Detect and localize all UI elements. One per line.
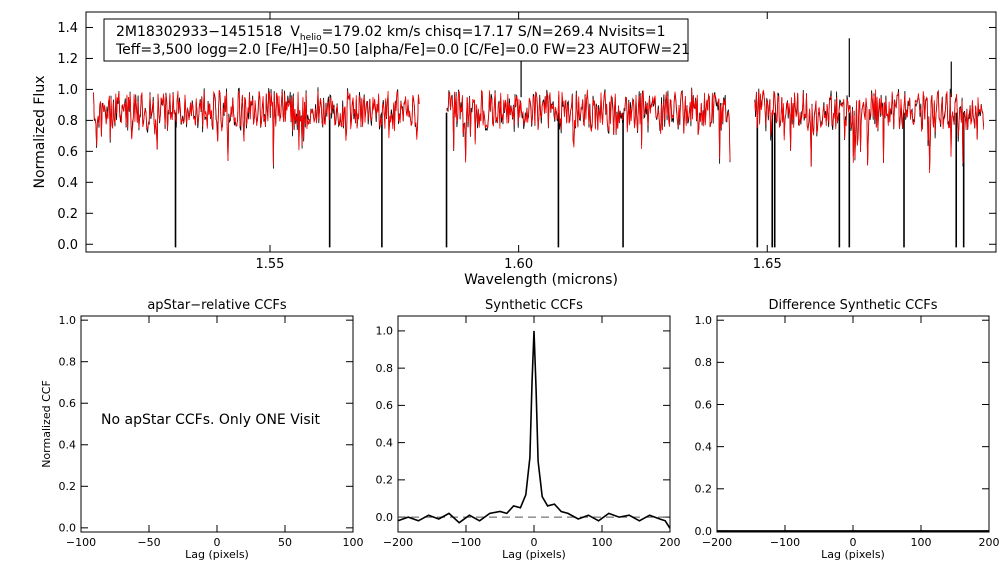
difference-plot-frame — [716, 315, 990, 533]
synthetic-x-tick-label: 0 — [531, 536, 538, 549]
ccf-series-line — [397, 330, 671, 529]
spectrum-y-tick-label: 1.2 — [57, 52, 78, 67]
synthetic-title: Synthetic CCFs — [485, 298, 583, 313]
spectrum-y-tick-label: 0.4 — [57, 176, 78, 191]
synthetic-y-tick-label: 0.4 — [376, 436, 394, 449]
difference-x-label: Lag (pixels) — [821, 548, 885, 561]
difference-x-tick-label: 100 — [911, 536, 932, 549]
difference-y-tick-label: 0.4 — [695, 441, 713, 454]
observed-chip-3 — [754, 88, 984, 170]
difference-title: Difference Synthetic CCFs — [768, 298, 937, 313]
apstar-x-tick-label: 0 — [214, 536, 221, 549]
difference-x-tick-label: 200 — [979, 536, 1000, 549]
spectrum-plot-frame — [85, 11, 997, 253]
apstar-y-tick-label: 1.0 — [59, 314, 77, 327]
spectrum-x-tick-label: 1.55 — [256, 257, 285, 272]
synthetic-y-tick-label: 0.6 — [376, 399, 394, 412]
synthetic-x-label: Lag (pixels) — [502, 548, 566, 561]
apstar-x-tick-label: −100 — [66, 536, 96, 549]
synthetic-y-tick-label: 0.2 — [376, 474, 394, 487]
apstar-y-tick-label: 0.4 — [59, 439, 77, 452]
apstar-x-label: Lag (pixels) — [185, 548, 249, 561]
apstar-title: apStar−relative CCFs — [147, 298, 287, 313]
spectrum-axes: 1.55 1.60 1.65 0.0 0.2 0.4 0.6 0.8 1.0 1.2 1.4 — [57, 12, 996, 272]
spectrum-x-tick-label: 1.60 — [504, 257, 533, 272]
difference-ccf-panel: −200 −100 0 100 200 0.0 0.2 0.4 0.6 0.8 1.0 Differ… — [695, 298, 1000, 561]
spectrum-y-tick-label: 1.0 — [57, 83, 78, 98]
model-spectrum — [93, 89, 984, 174]
info-v-label: V — [290, 24, 300, 40]
difference-axes: −200 −100 0 100 200 0.0 0.2 0.4 0.6 0.8 1.0 — [695, 314, 1000, 549]
spectrum-y-tick-label: 0.0 — [57, 238, 78, 253]
info-box — [103, 18, 689, 62]
info-rest: =179.02 km/s chisq=17.17 S/N=269.4 Nvisi… — [322, 24, 666, 40]
difference-y-tick-label: 0.2 — [695, 483, 713, 496]
model-chip-1 — [93, 90, 420, 166]
apstar-y-label: Normalized CCF — [40, 380, 53, 468]
apstar-x-tick-label: −50 — [137, 536, 160, 549]
info-line-1: 2M18302933−1451518 Vhelio=179.02 km/s chi… — [116, 24, 666, 43]
model-chip-3 — [754, 89, 984, 174]
apstar-y-tick-label: 0.8 — [59, 356, 77, 369]
synthetic-y-tick-label: 0.8 — [376, 362, 394, 375]
difference-x-tick-label: −200 — [702, 536, 732, 549]
difference-y-tick-label: 0.6 — [695, 398, 713, 411]
info-line-2: Teff=3,500 logg=2.0 [Fe/H]=0.50 [alpha/F… — [115, 42, 690, 58]
difference-y-tick-label: 0.8 — [695, 356, 713, 369]
difference-y-tick-label: 1.0 — [695, 314, 713, 327]
synthetic-axes: −200 −100 0 100 200 0.0 0.2 0.4 0.6 0.8 1.0 — [376, 316, 681, 549]
synthetic-x-tick-label: −100 — [451, 536, 481, 549]
spectrum-x-label: Wavelength (microns) — [464, 272, 618, 288]
difference-y-tick-label: 0.0 — [695, 525, 713, 538]
difference-x-tick-label: 0 — [850, 536, 857, 549]
apstar-y-tick-label: 0.6 — [59, 397, 77, 410]
synthetic-y-tick-label: 1.0 — [376, 325, 394, 338]
info-star-id: 2M18302933−1451518 — [116, 24, 282, 40]
spectrum-y-label: Normalized Flux — [32, 76, 48, 189]
apstar-axes: −100 −50 0 50 100 0.0 0.2 0.4 0.6 0.8 1.0 — [59, 314, 364, 549]
difference-x-tick-label: −100 — [770, 536, 800, 549]
model-chip-2 — [446, 89, 731, 163]
apstar-x-tick-label: 100 — [343, 536, 364, 549]
apstar-ccf-panel: −100 −50 0 50 100 0.0 0.2 0.4 0.6 0.8 1.0 apStar−r… — [40, 298, 364, 561]
synthetic-ccf-panel: −200 −100 0 100 200 0.0 0.2 0.4 0.6 0.8 1.0 Synthe… — [376, 298, 681, 561]
spectrum-y-tick-label: 0.6 — [57, 145, 78, 160]
apstar-y-tick-label: 0.2 — [59, 480, 77, 493]
spectrum-y-tick-label: 1.4 — [57, 21, 78, 36]
synthetic-x-tick-label: 100 — [592, 536, 613, 549]
apstar-y-tick-label: 0.0 — [59, 522, 77, 535]
spectrum-y-tick-label: 0.2 — [57, 207, 78, 222]
spectrum-panel: 1.55 1.60 1.65 0.0 0.2 0.4 0.6 0.8 1.0 1.2 1.4 2M1… — [32, 11, 997, 288]
spectrum-y-tick-label: 0.8 — [57, 114, 78, 129]
spectrum-x-tick-label: 1.65 — [753, 257, 782, 272]
info-helio-subscript: helio — [300, 33, 322, 43]
synthetic-x-tick-label: −200 — [383, 536, 413, 549]
apstar-note: No apStar CCFs. Only ONE Visit — [101, 412, 321, 428]
synthetic-x-tick-label: 200 — [660, 536, 681, 549]
observed-spectrum — [93, 38, 984, 248]
synthetic-y-tick-label: 0.0 — [376, 511, 394, 524]
apstar-x-tick-label: 50 — [278, 536, 292, 549]
